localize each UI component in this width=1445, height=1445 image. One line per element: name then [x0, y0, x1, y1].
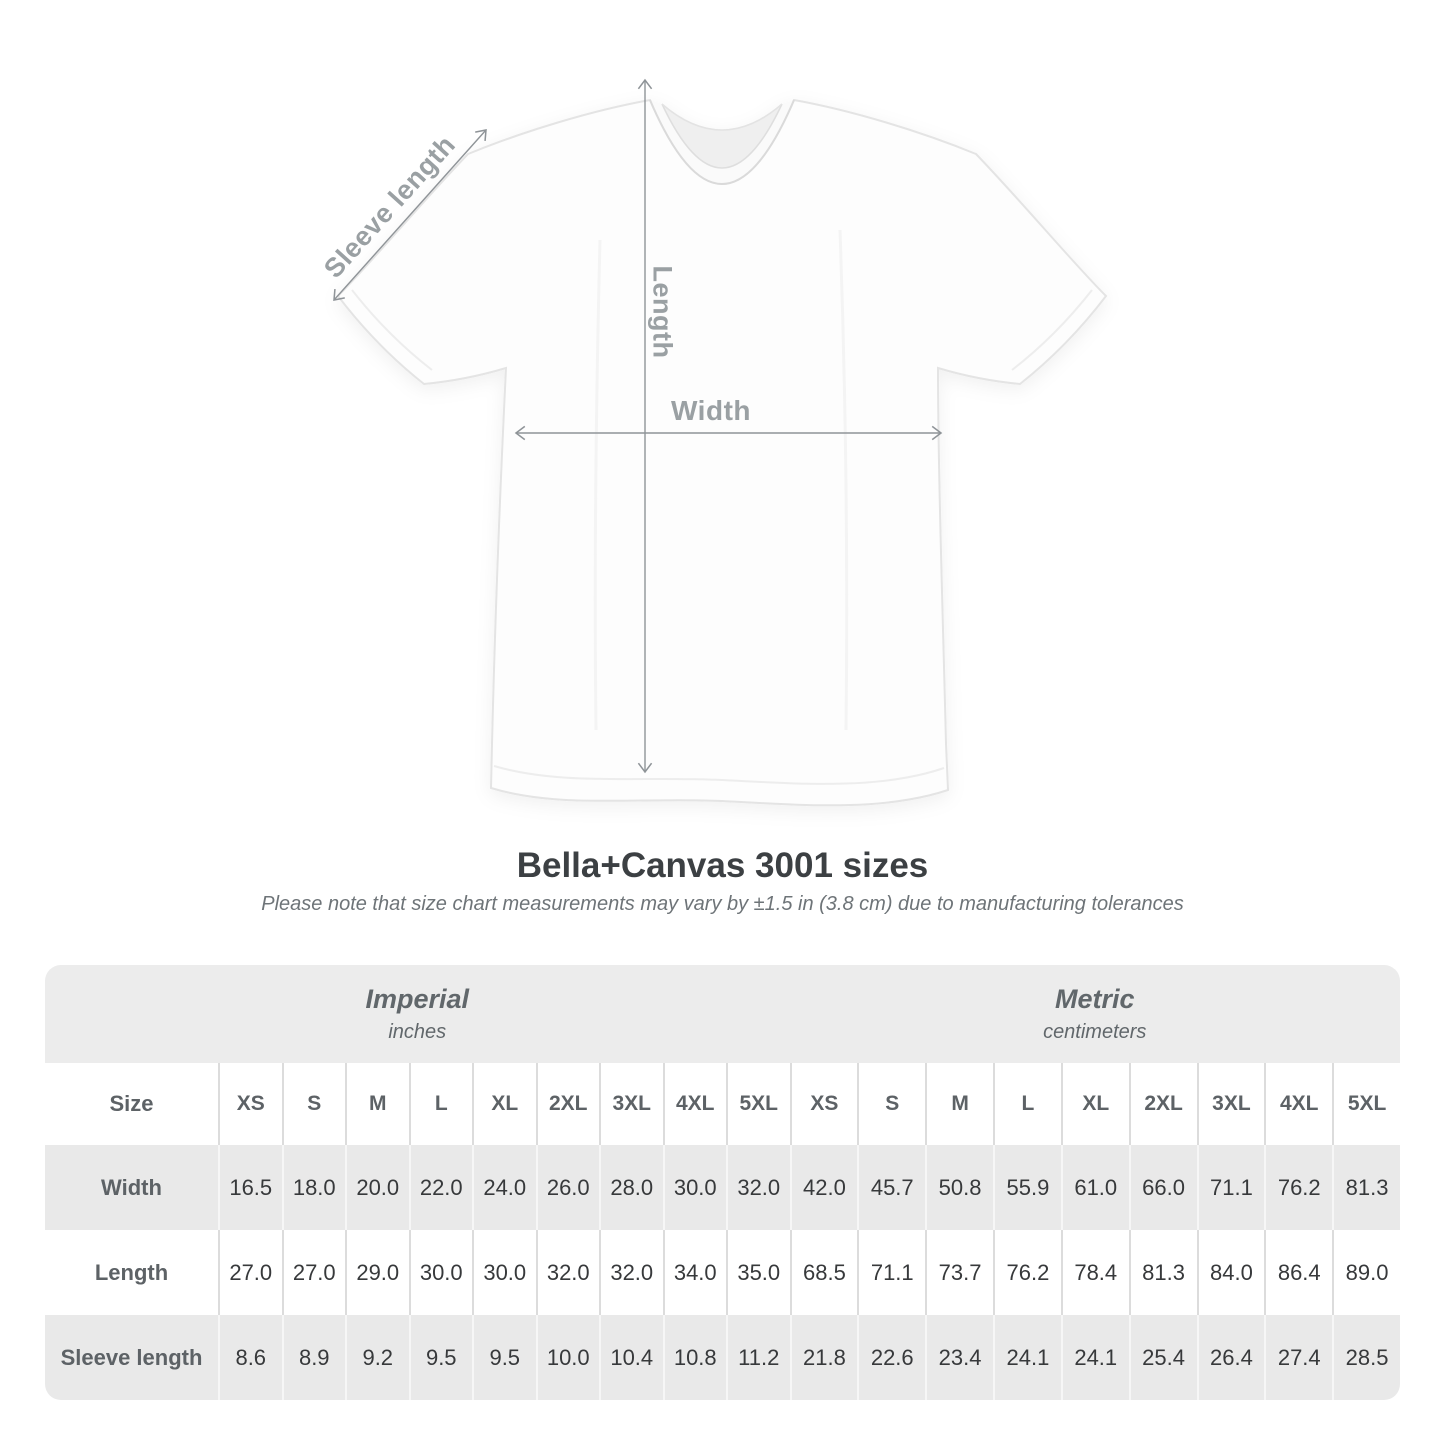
value-cell: 20.0 — [345, 1145, 409, 1230]
metric-section-header: Metric centimeters — [790, 965, 1401, 1063]
tolerance-note: Please note that size chart measurements… — [261, 893, 1184, 915]
page-title: Bella+Canvas 3001 sizes — [516, 846, 929, 885]
size-header-cell: 4XL — [1264, 1063, 1332, 1145]
size-header-row: Size XS S M L XL 2XL 3XL 4XL 5XL XS S M L XL 2XL 3XL 4XL 5… — [45, 1063, 1400, 1145]
tshirt-illustration — [333, 78, 1108, 807]
value-cell: 81.3 — [1332, 1145, 1400, 1230]
size-header-cell: 4XL — [662, 1063, 727, 1145]
value-cell: 71.1 — [1196, 1145, 1265, 1230]
value-cell: 68.5 — [789, 1230, 858, 1315]
value-cell: 71.1 — [857, 1230, 925, 1315]
value-cell: 11.2 — [726, 1315, 790, 1400]
value-cell: 42.0 — [789, 1145, 858, 1230]
value-cell: 28.0 — [599, 1145, 663, 1230]
size-header-cell: L — [408, 1063, 473, 1145]
value-cell: 10.0 — [535, 1315, 600, 1400]
imperial-section-header: Imperial inches — [45, 965, 790, 1063]
value-cell: 9.5 — [408, 1315, 473, 1400]
value-cell: 16.5 — [218, 1145, 282, 1230]
size-table: Imperial inches Metric centimeters Size X… — [45, 965, 1400, 1400]
size-header-cell: S — [857, 1063, 925, 1145]
size-header-cell: M — [345, 1063, 409, 1145]
size-header-cell: XS — [218, 1063, 282, 1145]
value-cell: 35.0 — [726, 1230, 790, 1315]
measurement-row: Length 27.0 27.0 29.0 30.0 30.0 32.0 32.0 34.0 35… — [45, 1230, 1400, 1315]
size-column-header: Size — [109, 1091, 154, 1116]
value-cell: 78.4 — [1060, 1230, 1129, 1315]
value-cell: 21.8 — [789, 1315, 858, 1400]
value-cell: 30.0 — [408, 1230, 473, 1315]
value-cell: 9.2 — [345, 1315, 409, 1400]
table-header-band: Imperial inches Metric centimeters — [45, 965, 1400, 1063]
metric-section-title: Metric — [1054, 984, 1135, 1014]
value-cell: 32.0 — [726, 1145, 790, 1230]
length-label: Length — [647, 265, 678, 359]
value-cell: 55.9 — [993, 1145, 1061, 1230]
value-cell: 76.2 — [993, 1230, 1061, 1315]
value-cell: 86.4 — [1264, 1230, 1332, 1315]
table-body: Size XS S M L XL 2XL 3XL 4XL 5XL XS S M L XL 2XL 3XL 4XL 5… — [45, 1063, 1400, 1400]
metric-section-unit: centimeters — [1043, 1021, 1147, 1043]
value-cell: 24.0 — [472, 1145, 536, 1230]
value-cell: 26.4 — [1196, 1315, 1265, 1400]
value-cell: 22.0 — [408, 1145, 473, 1230]
value-cell: 29.0 — [345, 1230, 409, 1315]
value-cell: 89.0 — [1332, 1230, 1400, 1315]
size-header-cell: 3XL — [599, 1063, 663, 1145]
value-cell: 8.9 — [281, 1315, 346, 1400]
value-cell: 81.3 — [1128, 1230, 1197, 1315]
sleeve-length-arrow — [333, 129, 487, 301]
value-cell: 61.0 — [1060, 1145, 1129, 1230]
value-cell: 22.6 — [857, 1315, 925, 1400]
value-cell: 73.7 — [925, 1230, 993, 1315]
value-cell: 10.4 — [599, 1315, 663, 1400]
value-cell: 27.4 — [1264, 1315, 1332, 1400]
size-header-cell: XL — [472, 1063, 536, 1145]
measurement-row: Width 16.5 18.0 20.0 22.0 24.0 26.0 28.0 30.0 32.… — [45, 1145, 1400, 1230]
measurement-row: Sleeve length 8.6 8.9 9.2 9.5 9.5 10.0 10.4 10.8… — [45, 1315, 1400, 1400]
size-header-cell: 3XL — [1196, 1063, 1265, 1145]
value-cell: 45.7 — [857, 1145, 925, 1230]
value-cell: 8.6 — [218, 1315, 282, 1400]
value-cell: 9.5 — [472, 1315, 536, 1400]
value-cell: 84.0 — [1196, 1230, 1265, 1315]
value-cell: 10.8 — [662, 1315, 727, 1400]
value-cell: 26.0 — [535, 1145, 600, 1230]
size-header-cell: M — [925, 1063, 993, 1145]
size-header-cell: 2XL — [1128, 1063, 1197, 1145]
width-label: Width — [671, 395, 751, 426]
value-cell: 25.4 — [1128, 1315, 1197, 1400]
value-cell: 24.1 — [993, 1315, 1061, 1400]
row-label: Width — [101, 1174, 162, 1200]
value-cell: 28.5 — [1332, 1315, 1400, 1400]
value-cell: 18.0 — [281, 1145, 346, 1230]
value-cell: 23.4 — [925, 1315, 993, 1400]
size-header-cell: S — [281, 1063, 346, 1145]
value-cell: 30.0 — [662, 1145, 727, 1230]
size-header-cell: 5XL — [726, 1063, 790, 1145]
size-header-cell: 2XL — [535, 1063, 600, 1145]
size-header-cell: 5XL — [1332, 1063, 1400, 1145]
value-cell: 34.0 — [662, 1230, 727, 1315]
value-cell: 50.8 — [925, 1145, 993, 1230]
tshirt-shape — [336, 98, 1108, 807]
value-cell: 27.0 — [281, 1230, 346, 1315]
row-label: Sleeve length — [60, 1344, 203, 1370]
row-label: Length — [94, 1259, 169, 1285]
value-cell: 30.0 — [472, 1230, 536, 1315]
value-cell: 32.0 — [535, 1230, 600, 1315]
value-cell: 32.0 — [599, 1230, 663, 1315]
value-cell: 27.0 — [218, 1230, 282, 1315]
measurement-arrows — [333, 78, 943, 774]
size-header-cell: XS — [789, 1063, 858, 1145]
size-header-cell: L — [993, 1063, 1061, 1145]
size-header-cell: XL — [1060, 1063, 1129, 1145]
value-cell: 66.0 — [1128, 1145, 1197, 1230]
tshirt-measurement-diagram: Sleeve length Length Width — [318, 78, 1108, 807]
imperial-section-title: Imperial — [365, 984, 470, 1014]
value-cell: 76.2 — [1264, 1145, 1332, 1230]
value-cell: 24.1 — [1060, 1315, 1129, 1400]
imperial-section-unit: inches — [388, 1021, 447, 1043]
